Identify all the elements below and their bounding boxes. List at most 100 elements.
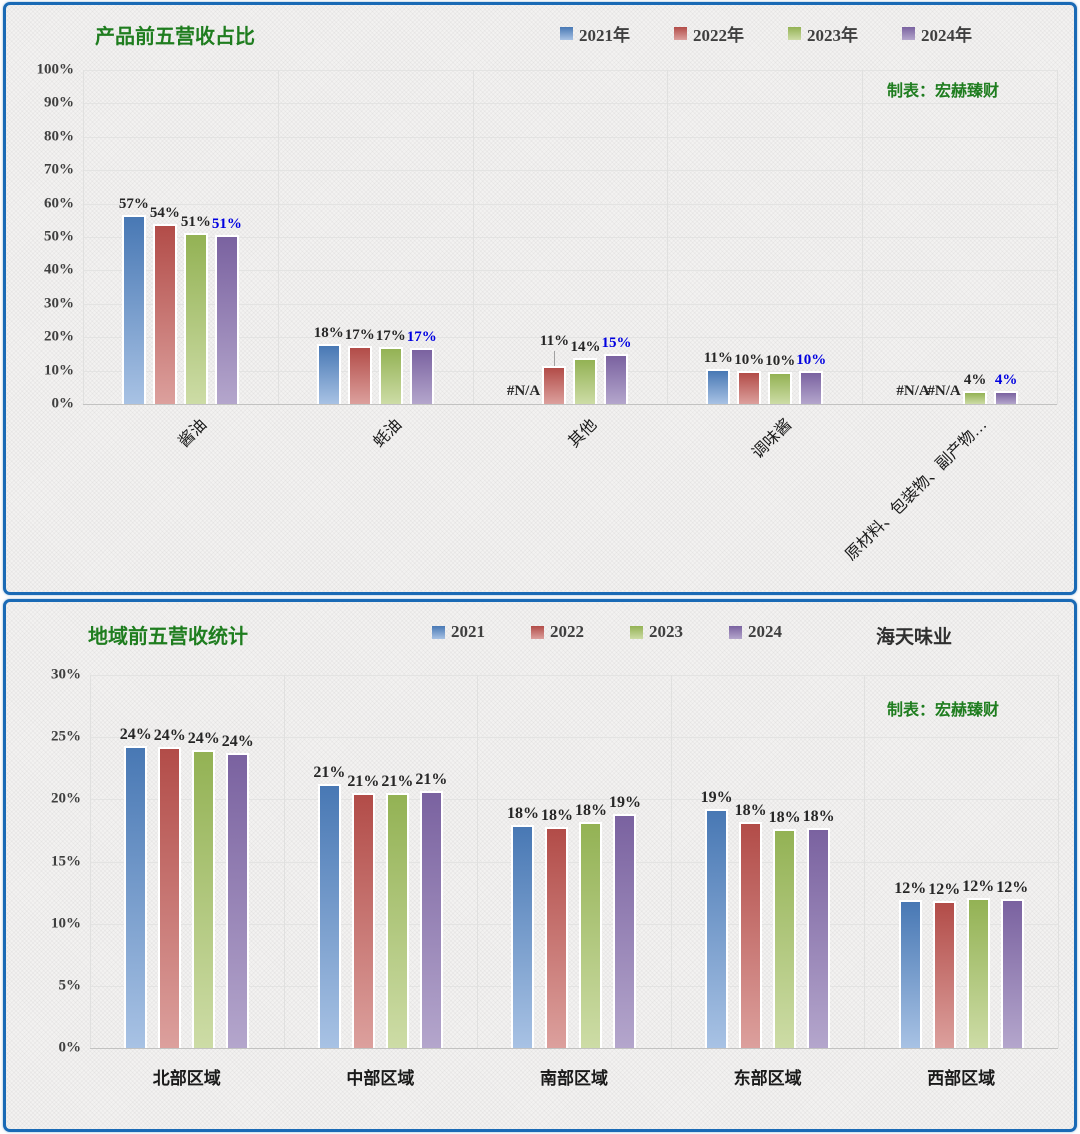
bar-slot: 10% (765, 353, 795, 404)
gridline (90, 861, 1058, 863)
y-axis-tick: 0% (51, 395, 75, 412)
bar-value-label: 57% (118, 196, 149, 213)
legend-item-2024: 2024 (729, 622, 782, 642)
gridline (90, 799, 1058, 801)
bar-slot: 21% (415, 771, 447, 1048)
gridline (83, 337, 1057, 339)
bar-value-label: 18% (540, 806, 573, 824)
gridline (1057, 70, 1058, 404)
y-axis-tick: 30% (44, 295, 74, 312)
bar-slot: 10% (796, 353, 826, 404)
legend-swatch (674, 27, 687, 40)
bar-slot: 57% (119, 197, 149, 404)
bar-value-label: 18% (574, 801, 607, 819)
bar-2023年 (963, 390, 988, 404)
bar-2023 (773, 829, 797, 1048)
bar-2023年 (378, 346, 403, 404)
bar-2024 (226, 753, 250, 1048)
bar-value-label: 54% (149, 204, 180, 221)
bar-slot: 18% (769, 810, 801, 1048)
gridline (862, 70, 864, 404)
na-label: #N/A (927, 383, 961, 399)
x-axis-label: 中部区域 (346, 1069, 415, 1088)
gridline (283, 675, 285, 1048)
legend-swatch (630, 625, 643, 639)
bar-value-label: 12% (928, 881, 961, 899)
bar-group: 24% 24% 24% 24% (90, 675, 284, 1048)
bar-value-label: 18% (734, 801, 767, 819)
legend-label: 2023年 (807, 26, 858, 45)
gridline (472, 70, 474, 404)
bar-slot: 18% (314, 326, 344, 404)
y-axis-tick: 20% (44, 328, 74, 345)
bar-2024年 (214, 234, 239, 404)
chart-title-region: 地域前五营收统计 (88, 626, 248, 648)
maker-note-product: 制表：宏赫臻财 (886, 83, 999, 100)
bar-value-label: 24% (221, 733, 254, 751)
bar-2021 (511, 825, 535, 1048)
bar-slot: 21% (347, 774, 379, 1048)
bar-slot: 17% (407, 329, 437, 404)
bar-slot: 15% (601, 335, 631, 404)
bar-slot: 19% (609, 795, 641, 1048)
bar-2024年 (604, 353, 629, 404)
na-label: #N/A (896, 383, 930, 399)
legend-label: 2022 (550, 622, 584, 641)
y-axis-tick: 20% (51, 790, 81, 807)
bar-slot: 24% (154, 728, 186, 1048)
bar-2024 (613, 814, 637, 1048)
bar-2022 (545, 826, 569, 1048)
y-axis-tick: 40% (44, 261, 74, 278)
y-axis-tick: 25% (51, 728, 81, 745)
y-axis-tick: 30% (51, 666, 81, 683)
bar-group: 18% 18% 18% 19% (477, 675, 671, 1048)
bar-slot: 17% (345, 328, 375, 404)
bar-2023 (385, 793, 409, 1048)
bar-2024年 (799, 371, 824, 404)
bar-value-label: 12% (894, 880, 927, 898)
bar-slot: 21% (313, 765, 345, 1048)
gridline (90, 675, 1058, 676)
gridline (90, 923, 1058, 925)
bar-value-label: 51% (180, 214, 211, 230)
bar-value-label: 18% (802, 807, 835, 825)
bar-value-label: 18% (768, 809, 801, 827)
bar-2024 (807, 827, 831, 1048)
y-axis-tick: 70% (44, 161, 74, 178)
gridline (477, 675, 479, 1048)
y-axis-tick: 0% (58, 1039, 82, 1056)
bar-2021 (705, 809, 729, 1048)
gridline (83, 170, 1057, 172)
x-axis-label: 酱油 (176, 416, 211, 451)
bar-2024年 (994, 390, 1019, 404)
bar-slot: 21% (381, 774, 413, 1048)
gridline (83, 270, 1057, 272)
bar-value-label: 19% (608, 794, 641, 812)
x-axis-label: 原材料、包装物、副产物… (842, 416, 990, 565)
gridline (90, 985, 1058, 987)
bar-slot: 24% (222, 734, 254, 1048)
bar-2024 (419, 790, 443, 1048)
bar-value-label: 21% (415, 770, 448, 788)
bar-value-label: 24% (187, 729, 220, 747)
gridline (277, 70, 279, 404)
bar-slot: 18% (735, 802, 767, 1048)
bar-2022年 (152, 223, 177, 404)
gridline (83, 370, 1057, 372)
legend-item-2023: 2023 (630, 622, 683, 642)
legend-item-2023年: 2023年 (788, 21, 858, 46)
product-chart-plot: 0% 10% 20% 30% 40% 50% 60% 70% 80% 90% 100% 57% 54% 5… (37, 62, 1058, 564)
bar-value-label: 12% (962, 877, 995, 895)
bar-slot: 18% (541, 807, 573, 1048)
bar-slot: 11% (540, 334, 569, 404)
legend-item-2021年: 2021年 (560, 21, 630, 46)
bar-value-label: 11% (703, 349, 733, 366)
legend-item-2022: 2022 (531, 622, 584, 642)
gridline (90, 1048, 1058, 1049)
bar-value-label: 21% (347, 773, 380, 791)
bar-2022 (351, 793, 375, 1048)
gridline (83, 404, 1057, 405)
y-axis-tick: 10% (44, 362, 74, 379)
bar-slot: 4% (963, 372, 988, 404)
bar-group: #N/A 11% 14% 15% (473, 70, 668, 404)
